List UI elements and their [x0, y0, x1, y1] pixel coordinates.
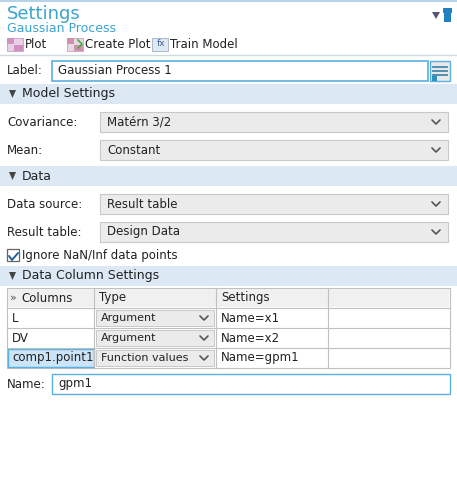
Text: Ignore NaN/Inf data points: Ignore NaN/Inf data points — [22, 248, 178, 261]
Bar — [96, 310, 214, 326]
Bar — [0, 84, 457, 104]
Text: Matérn 3/2: Matérn 3/2 — [107, 115, 171, 129]
Text: gpm1: gpm1 — [58, 378, 92, 391]
Text: DV: DV — [12, 331, 29, 344]
Text: Name:: Name: — [7, 378, 46, 391]
Bar — [67, 38, 83, 51]
Bar — [8, 349, 94, 367]
Text: Settings: Settings — [221, 292, 270, 305]
Text: Gaussian Process: Gaussian Process — [7, 22, 116, 35]
Bar — [443, 8, 452, 13]
Polygon shape — [432, 12, 440, 19]
Bar — [67, 38, 74, 44]
Bar — [96, 330, 214, 346]
Bar — [7, 288, 450, 368]
Text: Mean:: Mean: — [7, 144, 43, 157]
Bar — [8, 289, 449, 307]
Bar — [444, 8, 451, 22]
Bar — [96, 350, 214, 366]
Text: Gaussian Process 1: Gaussian Process 1 — [58, 65, 172, 78]
Text: Data Column Settings: Data Column Settings — [22, 269, 159, 282]
Text: Columns: Columns — [21, 292, 72, 305]
Text: Covariance:: Covariance: — [7, 115, 77, 129]
Text: »: » — [10, 293, 17, 303]
Text: Argument: Argument — [101, 333, 156, 343]
Text: Function values: Function values — [101, 353, 188, 363]
Bar — [430, 61, 450, 81]
Text: Name=x1: Name=x1 — [221, 312, 280, 325]
Bar — [152, 38, 168, 51]
Bar — [74, 45, 83, 51]
Text: Settings: Settings — [7, 5, 81, 23]
Bar — [432, 76, 437, 81]
Text: Result table: Result table — [107, 197, 177, 211]
Text: Model Settings: Model Settings — [22, 87, 115, 100]
Text: Result table:: Result table: — [7, 226, 81, 239]
Bar — [100, 140, 448, 160]
Bar — [100, 112, 448, 132]
Text: Train Model: Train Model — [170, 37, 238, 51]
Bar — [14, 45, 23, 51]
Polygon shape — [9, 272, 16, 280]
Text: Design Data: Design Data — [107, 226, 180, 239]
Text: Data: Data — [22, 169, 52, 182]
Text: Type: Type — [99, 292, 126, 305]
Polygon shape — [9, 90, 16, 98]
Bar — [0, 166, 457, 186]
Bar — [0, 266, 457, 286]
Bar — [0, 0, 457, 2]
Text: Create Plot: Create Plot — [85, 37, 150, 51]
Bar — [7, 249, 19, 261]
Text: Plot: Plot — [25, 37, 47, 51]
Text: Argument: Argument — [101, 313, 156, 323]
Text: Data source:: Data source: — [7, 197, 82, 211]
Bar — [52, 61, 428, 81]
Bar — [52, 374, 450, 394]
Text: Constant: Constant — [107, 144, 160, 157]
Text: Name=gpm1: Name=gpm1 — [221, 351, 300, 364]
Text: Label:: Label: — [7, 65, 43, 78]
Bar — [100, 222, 448, 242]
Text: Name=x2: Name=x2 — [221, 331, 280, 344]
Text: fx: fx — [157, 39, 165, 49]
Text: L: L — [12, 312, 18, 325]
Text: comp1.point1: comp1.point1 — [12, 351, 94, 364]
Bar — [7, 38, 23, 51]
Bar — [100, 194, 448, 214]
Bar — [7, 38, 14, 44]
Polygon shape — [9, 172, 16, 180]
